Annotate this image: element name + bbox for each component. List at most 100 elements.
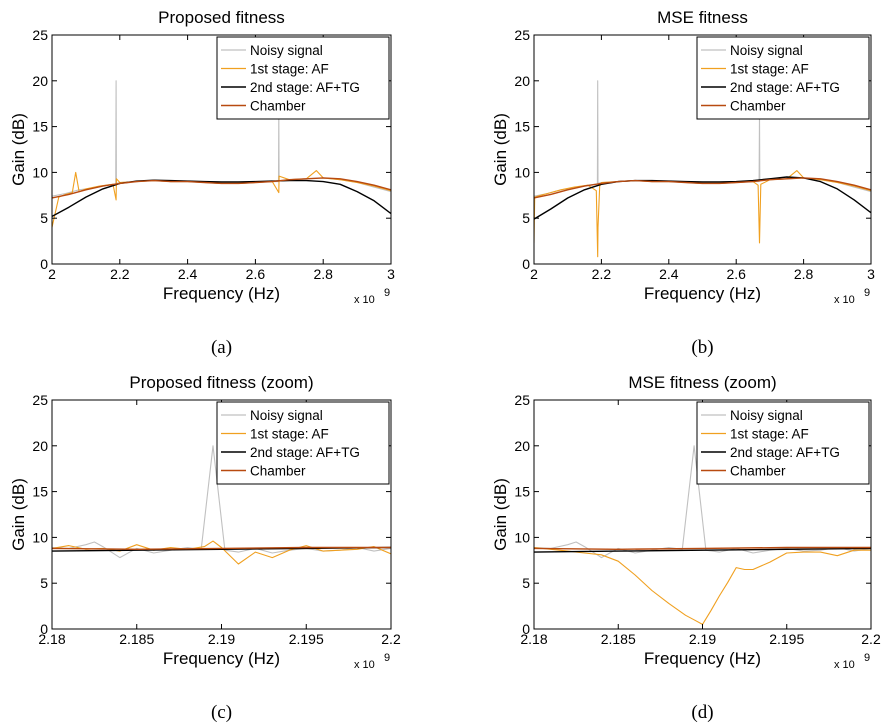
y-tick-label: 5: [40, 575, 48, 591]
chart-title: Proposed fitness (zoom): [129, 373, 313, 392]
legend-entry: 1st stage: AF: [250, 62, 329, 77]
panel-b: MSE fitness 0 5 10 15 20 25 2 2.2 2.4 2.6 2.8 3 Frequ…: [491, 8, 875, 358]
legend-entry: 1st stage: AF: [250, 427, 329, 442]
y-tick-label: 25: [32, 392, 48, 408]
x-tick-label: 2.195: [769, 631, 804, 647]
y-tick-label: 10: [32, 529, 48, 545]
series-group: [52, 80, 391, 228]
x-tick-label: 3: [867, 266, 875, 282]
y-tick-label: 15: [514, 119, 530, 135]
y-tick-label: 15: [514, 484, 530, 500]
series-line-2nd-stage-af-tg: [534, 547, 871, 553]
x-tick-label: 2.8: [313, 266, 333, 282]
y-tick-label: 5: [522, 210, 530, 226]
series-group: [534, 80, 871, 258]
y-axis-label: Gain (dB): [491, 113, 510, 186]
legend: Noisy signal 1st stage: AF 2nd stage: AF+T…: [696, 36, 870, 120]
y-axis-label: Gain (dB): [491, 478, 510, 551]
y-tick-label: 25: [514, 27, 530, 43]
y-tick-label: 0: [522, 621, 530, 637]
series-line-2nd-stage-af-tg: [52, 179, 391, 218]
x-tick-label: 2: [530, 266, 538, 282]
y-tick-label: 20: [514, 438, 530, 454]
y-tick-label: 20: [32, 73, 48, 89]
y-tick-label: 20: [32, 438, 48, 454]
y-tick-label: 15: [32, 484, 48, 500]
series-line-chamber: [534, 546, 871, 550]
x-tick-label: 2.8: [794, 266, 814, 282]
x-tick-label: 2.18: [38, 631, 65, 647]
x-tick-label: 2.18: [520, 631, 547, 647]
x-tick-label: 2.6: [246, 266, 266, 282]
series-line-chamber: [534, 177, 871, 199]
y-tick-label: 5: [40, 210, 48, 226]
chart-title: MSE fitness (zoom): [628, 373, 776, 392]
x-exponent-label: x 10: [354, 659, 375, 671]
x-axis-label: Frequency (Hz): [644, 284, 761, 303]
series-line-1st-stage-af: [52, 540, 391, 565]
y-tick-label: 0: [40, 256, 48, 272]
y-tick-label: 25: [32, 27, 48, 43]
x-axis-label: Frequency (Hz): [163, 649, 280, 668]
y-tick-label: 25: [514, 392, 530, 408]
x-exponent-power: 9: [864, 652, 870, 664]
legend-entry: 1st stage: AF: [730, 427, 809, 442]
x-exponent-power: 9: [384, 652, 390, 664]
x-exponent-power: 9: [864, 287, 870, 299]
chart-title: Proposed fitness: [158, 8, 285, 27]
x-tick-label: 2.4: [178, 266, 198, 282]
x-tick-label: 2.195: [289, 631, 324, 647]
series-line-chamber: [52, 546, 391, 550]
legend-entry: 2nd stage: AF+TG: [250, 445, 360, 460]
y-tick-label: 10: [32, 164, 48, 180]
chart-title: MSE fitness: [657, 8, 748, 27]
y-tick-label: 20: [514, 73, 530, 89]
series-line-2nd-stage-af-tg: [534, 176, 871, 220]
series-group: [52, 445, 391, 565]
axes-frame: [533, 34, 872, 265]
legend: Noisy signal 1st stage: AF 2nd stage: AF+T…: [696, 401, 870, 485]
legend-entry: Noisy signal: [730, 43, 803, 58]
y-axis-label: Gain (dB): [9, 478, 28, 551]
series-line-noisy-signal: [534, 445, 871, 559]
panel-c: Proposed fitness (zoom) 0 5 10 15 20 25 2.18 2.1…: [9, 373, 401, 723]
x-tick-label: 2.2: [381, 631, 401, 647]
panel-caption: (a): [211, 337, 232, 358]
legend-entry: Noisy signal: [250, 43, 323, 58]
x-exponent-label: x 10: [834, 659, 855, 671]
legend-entry: Chamber: [250, 464, 306, 479]
x-tick-label: 2.185: [119, 631, 154, 647]
legend-entry: Chamber: [730, 99, 786, 114]
legend-entry: 2nd stage: AF+TG: [250, 80, 360, 95]
x-exponent-label: x 10: [834, 294, 855, 306]
legend: Noisy signal 1st stage: AF 2nd stage: AF+T…: [216, 36, 390, 120]
legend-entry: 1st stage: AF: [730, 62, 809, 77]
x-tick-label: 2.19: [208, 631, 235, 647]
y-tick-label: 5: [522, 575, 530, 591]
y-tick-label: 0: [522, 256, 530, 272]
x-exponent-power: 9: [384, 287, 390, 299]
y-axis-label: Gain (dB): [9, 113, 28, 186]
x-tick-label: 2.185: [601, 631, 636, 647]
legend: Noisy signal 1st stage: AF 2nd stage: AF+T…: [216, 401, 390, 485]
series-line-1st-stage-af: [534, 546, 871, 625]
x-tick-label: 2.2: [592, 266, 612, 282]
x-tick-label: 2.4: [659, 266, 679, 282]
y-tick-label: 10: [514, 164, 530, 180]
y-tick-label: 10: [514, 529, 530, 545]
x-tick-label: 2.2: [110, 266, 130, 282]
panel-caption: (d): [691, 702, 713, 723]
panel-caption: (c): [211, 702, 232, 723]
legend-entry: Chamber: [250, 99, 306, 114]
x-tick-label: 2.6: [726, 266, 746, 282]
series-group: [534, 445, 871, 625]
axes-frame: [51, 34, 392, 265]
panel-a: Proposed fitness 0 5 10 15 20 25 2 2.2 2.4 2.6 2.8 3…: [9, 8, 395, 358]
panel-d: MSE fitness (zoom) 0 5 10 15 20 25 2.18 2.185 2.1…: [491, 373, 881, 723]
x-exponent-label: x 10: [354, 294, 375, 306]
series-line-chamber: [52, 177, 391, 199]
x-tick-label: 3: [387, 266, 395, 282]
legend-entry: Noisy signal: [730, 408, 803, 423]
y-tick-label: 0: [40, 621, 48, 637]
